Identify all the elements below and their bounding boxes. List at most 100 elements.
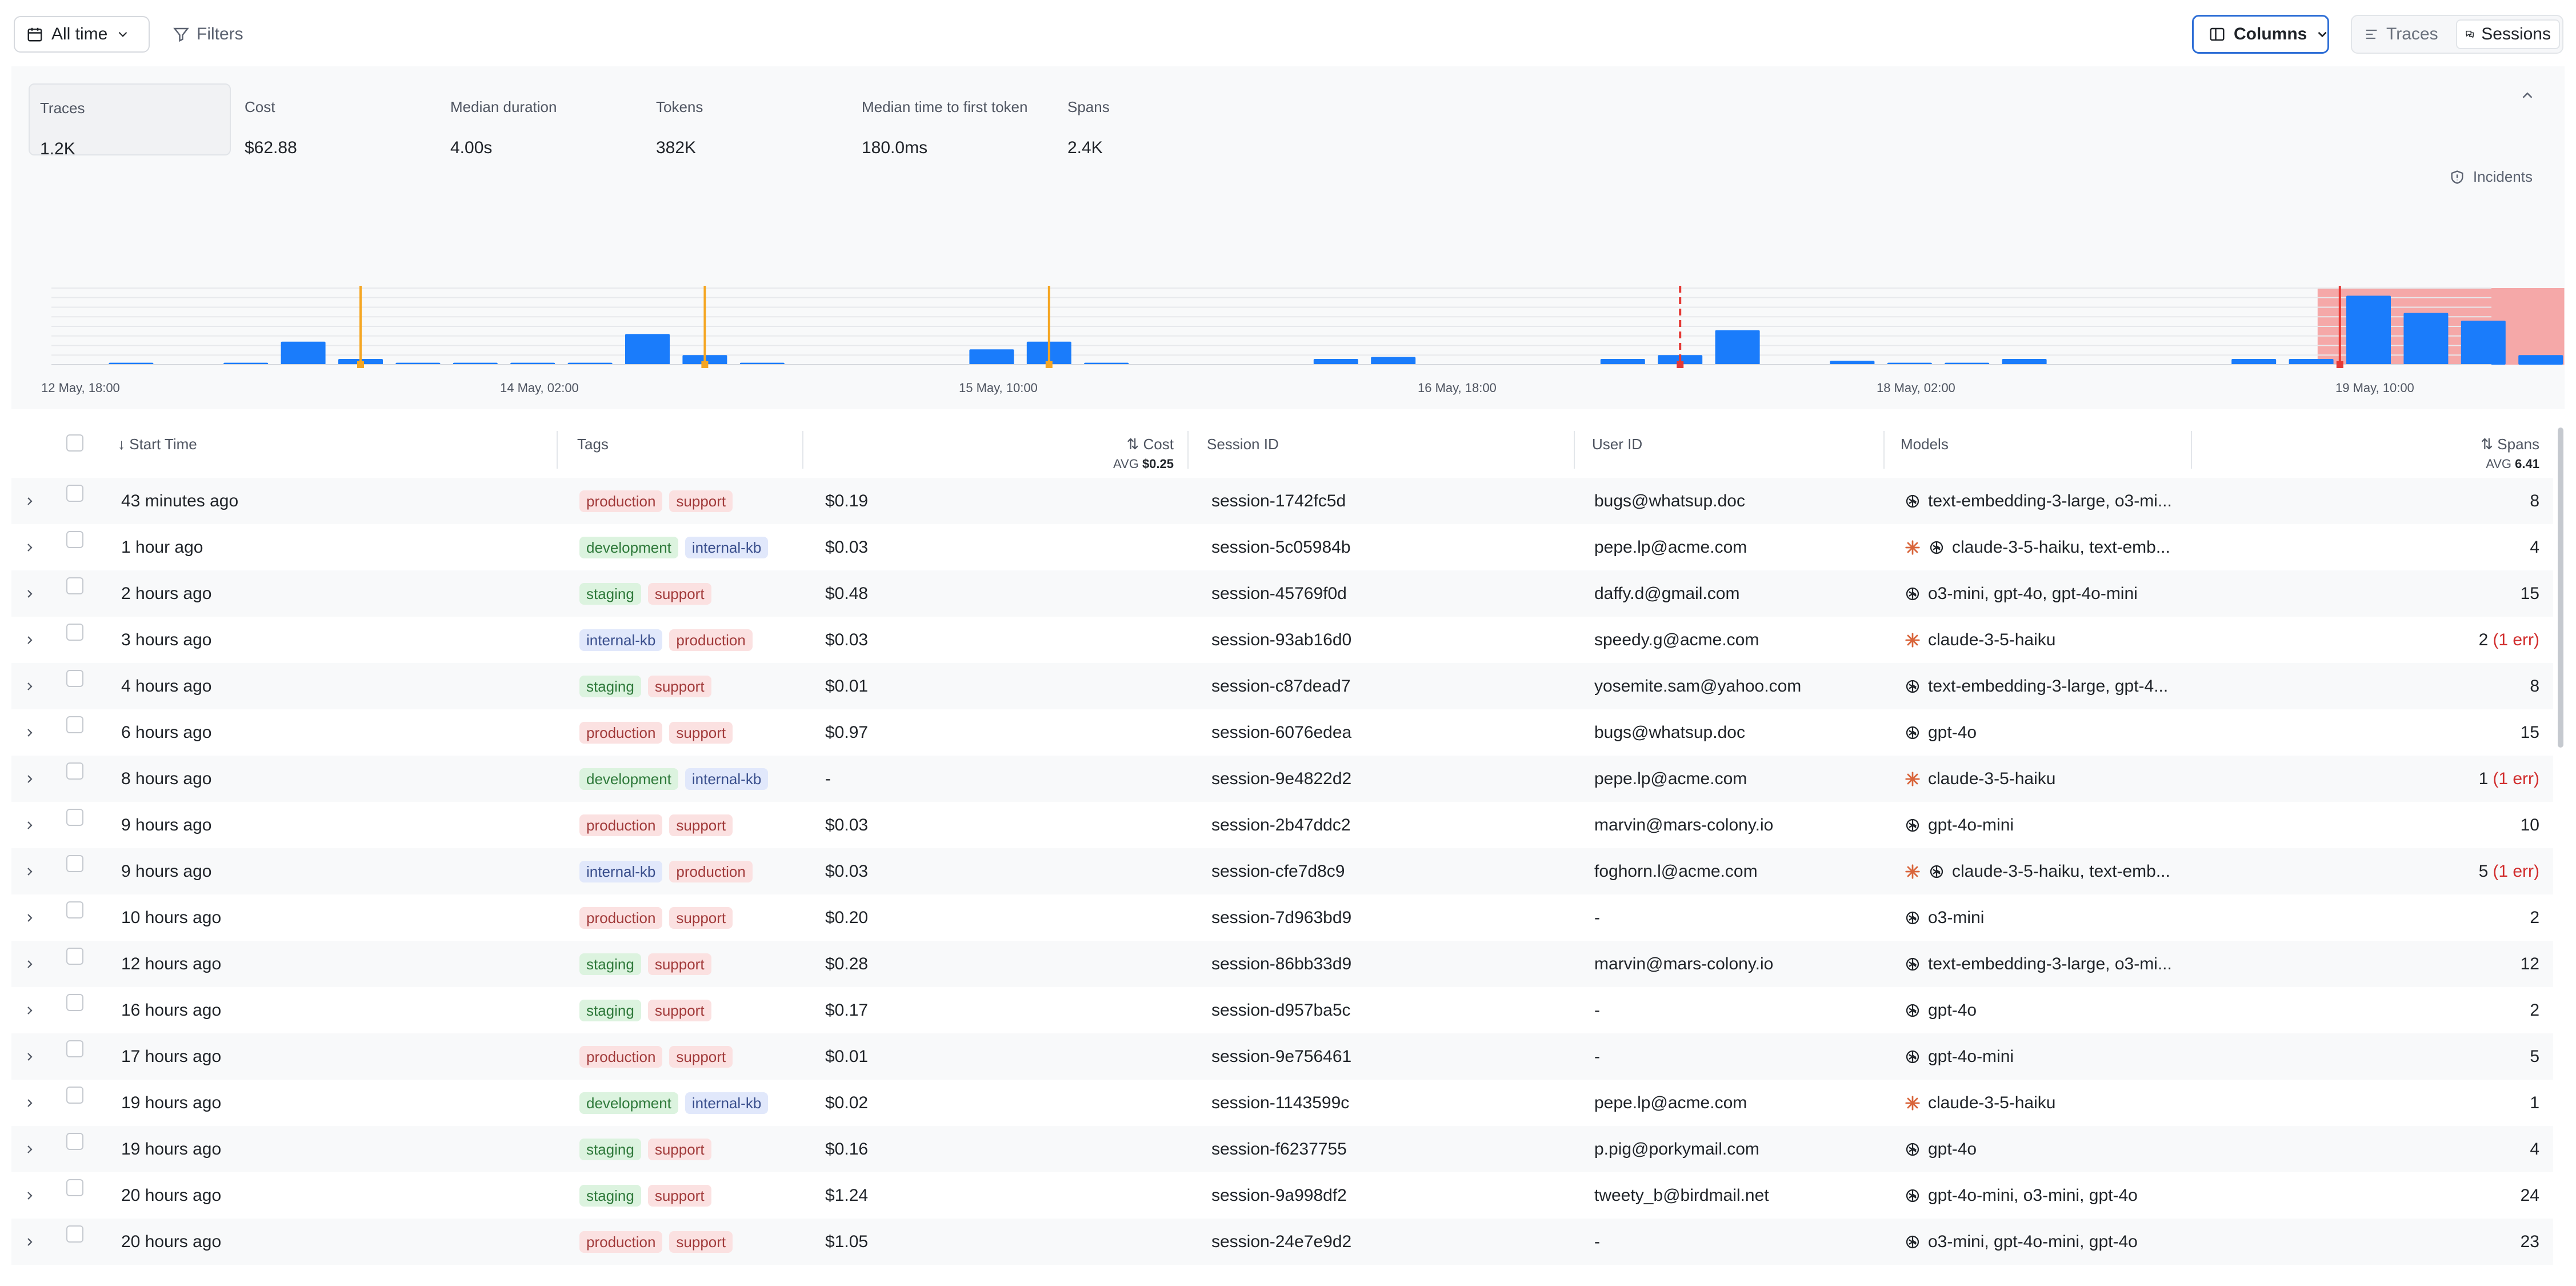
row-checkbox[interactable] bbox=[66, 716, 83, 733]
expand-row-button[interactable] bbox=[23, 617, 46, 663]
column-resizer[interactable] bbox=[1187, 431, 1189, 469]
table-row[interactable]: 10 hours ago production support $0.20 sessio… bbox=[11, 894, 2553, 941]
user-id[interactable]: pepe.lp@acme.com bbox=[1594, 1093, 1747, 1112]
table-row[interactable]: 3 hours ago internal-kb production $0.03 ses… bbox=[11, 617, 2553, 663]
session-id[interactable]: session-93ab16d0 bbox=[1211, 630, 1352, 649]
header-cost[interactable]: ⇅ Cost AVG $0.25 bbox=[983, 436, 1174, 472]
user-id[interactable]: marvin@mars-colony.io bbox=[1594, 954, 1774, 973]
header-start-time[interactable]: ↓ Start Time bbox=[118, 436, 197, 453]
traces-view-button[interactable]: Traces bbox=[2355, 19, 2454, 49]
header-tags[interactable]: Tags bbox=[577, 436, 609, 453]
session-id[interactable]: session-9a998df2 bbox=[1211, 1185, 1347, 1205]
table-row[interactable]: 20 hours ago production support $1.05 sessio… bbox=[11, 1219, 2553, 1265]
user-id[interactable]: - bbox=[1594, 908, 1600, 927]
user-id[interactable]: p.pig@porkymail.com bbox=[1594, 1139, 1759, 1159]
session-id[interactable]: session-9e756461 bbox=[1211, 1047, 1352, 1066]
row-checkbox[interactable] bbox=[66, 762, 83, 780]
session-id[interactable]: session-f6237755 bbox=[1211, 1139, 1347, 1159]
session-id[interactable]: session-45769f0d bbox=[1211, 584, 1347, 603]
metric-median-duration[interactable]: Median duration 4.00s bbox=[440, 83, 642, 157]
row-checkbox[interactable] bbox=[66, 901, 83, 918]
session-id[interactable]: session-1143599c bbox=[1211, 1093, 1350, 1112]
expand-row-button[interactable] bbox=[23, 848, 46, 894]
header-spans[interactable]: ⇅ Spans AVG 6.41 bbox=[2354, 436, 2539, 472]
session-id[interactable]: session-1742fc5d bbox=[1211, 491, 1346, 510]
table-row[interactable]: 12 hours ago staging support $0.28 session-8… bbox=[11, 941, 2553, 987]
row-checkbox[interactable] bbox=[66, 1040, 83, 1057]
table-row[interactable]: 6 hours ago production support $0.97 session… bbox=[11, 709, 2553, 756]
user-id[interactable]: speedy.g@acme.com bbox=[1594, 630, 1759, 649]
row-checkbox[interactable] bbox=[66, 1179, 83, 1196]
table-row[interactable]: 16 hours ago staging support $0.17 session-d… bbox=[11, 987, 2553, 1033]
row-checkbox[interactable] bbox=[66, 1225, 83, 1243]
select-all-checkbox[interactable] bbox=[66, 434, 83, 452]
expand-row-button[interactable] bbox=[23, 1126, 46, 1172]
table-row[interactable]: 8 hours ago development internal-kb - sessio… bbox=[11, 756, 2553, 802]
user-id[interactable]: tweety_b@birdmail.net bbox=[1594, 1185, 1769, 1205]
metric-spans[interactable]: Spans 2.4K bbox=[1057, 83, 1259, 157]
session-id[interactable]: session-6076edea bbox=[1211, 722, 1352, 742]
expand-row-button[interactable] bbox=[23, 894, 46, 941]
expand-row-button[interactable] bbox=[23, 1172, 46, 1219]
row-checkbox[interactable] bbox=[66, 624, 83, 641]
chevron-up-icon[interactable] bbox=[2519, 87, 2536, 104]
column-resizer[interactable] bbox=[2191, 431, 2192, 469]
session-id[interactable]: session-24e7e9d2 bbox=[1211, 1232, 1352, 1251]
user-id[interactable]: marvin@mars-colony.io bbox=[1594, 815, 1774, 834]
session-id[interactable]: session-5c05984b bbox=[1211, 537, 1351, 557]
table-row[interactable]: 19 hours ago staging support $0.16 session-f… bbox=[11, 1126, 2553, 1172]
metric-median-ttft[interactable]: Median time to first token 180.0ms bbox=[851, 83, 1054, 157]
metric-cost[interactable]: Cost $62.88 bbox=[234, 83, 437, 157]
session-id[interactable]: session-c87dead7 bbox=[1211, 676, 1351, 696]
expand-row-button[interactable] bbox=[23, 524, 46, 570]
expand-row-button[interactable] bbox=[23, 802, 46, 848]
time-range-dropdown[interactable]: All time bbox=[14, 16, 150, 53]
user-id[interactable]: daffy.d@gmail.com bbox=[1594, 584, 1740, 603]
incidents-toggle[interactable]: Incidents bbox=[2449, 168, 2533, 186]
user-id[interactable]: yosemite.sam@yahoo.com bbox=[1594, 676, 1802, 696]
user-id[interactable]: - bbox=[1594, 1000, 1600, 1020]
column-resizer[interactable] bbox=[802, 431, 803, 469]
header-models[interactable]: Models bbox=[1901, 436, 1949, 453]
row-checkbox[interactable] bbox=[66, 531, 83, 548]
sessions-view-button[interactable]: Sessions bbox=[2456, 19, 2560, 49]
scrollbar-thumb[interactable] bbox=[2558, 428, 2563, 748]
user-id[interactable]: bugs@whatsup.doc bbox=[1594, 491, 1745, 510]
row-checkbox[interactable] bbox=[66, 855, 83, 872]
row-checkbox[interactable] bbox=[66, 485, 83, 502]
session-id[interactable]: session-86bb33d9 bbox=[1211, 954, 1352, 973]
expand-row-button[interactable] bbox=[23, 987, 46, 1033]
header-session-id[interactable]: Session ID bbox=[1207, 436, 1279, 453]
table-scrollbar[interactable] bbox=[2558, 428, 2563, 1285]
table-row[interactable]: 20 hours ago staging support $1.24 session-9… bbox=[11, 1172, 2553, 1219]
header-user-id[interactable]: User ID bbox=[1592, 436, 1643, 453]
row-checkbox[interactable] bbox=[66, 1133, 83, 1150]
table-row[interactable]: 1 hour ago development internal-kb $0.03 ses… bbox=[11, 524, 2553, 570]
metric-tokens[interactable]: Tokens 382K bbox=[646, 83, 848, 157]
filters-button[interactable]: Filters bbox=[165, 16, 243, 53]
metric-traces[interactable]: Traces 1.2K bbox=[29, 83, 231, 158]
user-id[interactable]: - bbox=[1594, 1232, 1600, 1251]
user-id[interactable]: pepe.lp@acme.com bbox=[1594, 769, 1747, 788]
expand-row-button[interactable] bbox=[23, 663, 46, 709]
row-checkbox[interactable] bbox=[66, 948, 83, 965]
row-checkbox[interactable] bbox=[66, 809, 83, 826]
expand-row-button[interactable] bbox=[23, 570, 46, 617]
columns-button[interactable]: Columns bbox=[2192, 15, 2329, 54]
table-row[interactable]: 9 hours ago internal-kb production $0.03 ses… bbox=[11, 848, 2553, 894]
session-id[interactable]: session-d957ba5c bbox=[1211, 1000, 1351, 1020]
expand-row-button[interactable] bbox=[23, 1219, 46, 1265]
table-row[interactable]: 17 hours ago production support $0.01 sessio… bbox=[11, 1033, 2553, 1080]
session-id[interactable]: session-9e4822d2 bbox=[1211, 769, 1352, 788]
expand-row-button[interactable] bbox=[23, 1033, 46, 1080]
user-id[interactable]: foghorn.l@acme.com bbox=[1594, 861, 1758, 881]
table-row[interactable]: 9 hours ago production support $0.03 session… bbox=[11, 802, 2553, 848]
table-row[interactable]: 43 minutes ago production support $0.19 sess… bbox=[11, 478, 2553, 524]
session-id[interactable]: session-2b47ddc2 bbox=[1211, 815, 1351, 834]
expand-row-button[interactable] bbox=[23, 756, 46, 802]
user-id[interactable]: - bbox=[1594, 1047, 1600, 1066]
expand-row-button[interactable] bbox=[23, 941, 46, 987]
column-resizer[interactable] bbox=[557, 431, 558, 469]
session-id[interactable]: session-cfe7d8c9 bbox=[1211, 861, 1345, 881]
expand-row-button[interactable] bbox=[23, 478, 46, 524]
